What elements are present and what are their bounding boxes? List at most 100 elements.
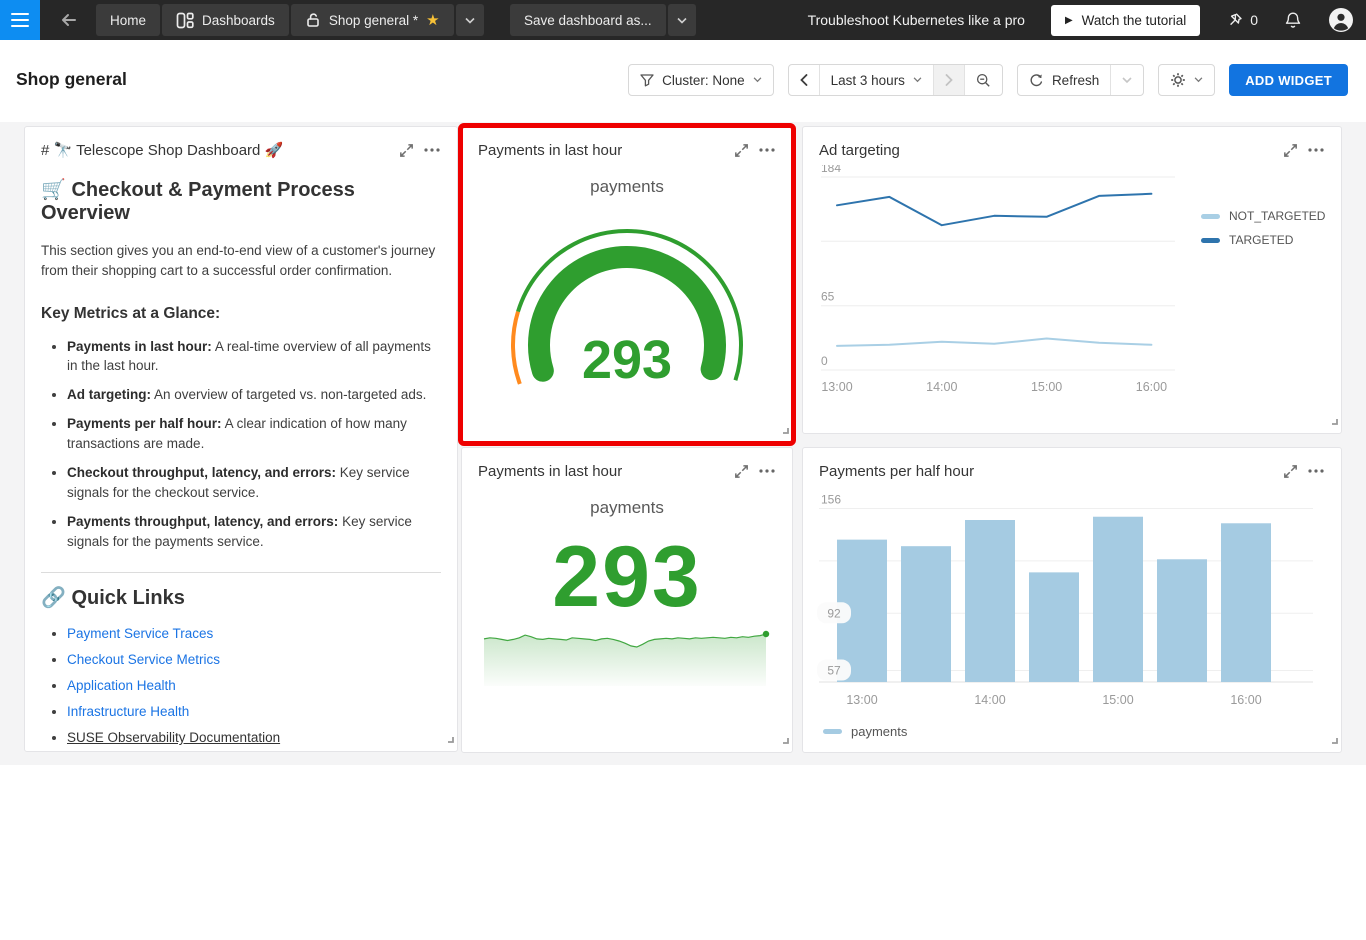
- page-title: Shop general: [16, 69, 127, 89]
- legend-label: TARGETED: [1229, 233, 1294, 247]
- widget-header: Ad targeting: [803, 127, 1341, 165]
- gauge-svg: 293: [511, 229, 744, 390]
- chart-legend[interactable]: payments: [823, 724, 1341, 739]
- widget-menu-button[interactable]: [754, 460, 780, 482]
- expand-widget-button[interactable]: [393, 139, 419, 161]
- ellipsis-icon: [759, 469, 775, 473]
- time-range-control: Last 3 hours: [787, 64, 1003, 96]
- notifications-button[interactable]: [1284, 11, 1302, 30]
- save-dashboard-as-button[interactable]: Save dashboard as...: [510, 4, 666, 36]
- tab-dashboards-label: Dashboards: [202, 12, 275, 28]
- watch-tutorial-button[interactable]: ▶ Watch the tutorial: [1050, 4, 1201, 36]
- pinned-items-button[interactable]: 0: [1226, 12, 1258, 29]
- chevron-left-icon: [799, 74, 808, 86]
- unlock-icon: [307, 13, 319, 27]
- link-infrastructure-health[interactable]: Infrastructure Health: [67, 704, 190, 720]
- time-forward-button[interactable]: [932, 65, 964, 95]
- hamburger-icon: [11, 12, 29, 16]
- tab-options-chevron[interactable]: [455, 4, 484, 36]
- tab-home-label: Home: [110, 12, 147, 28]
- save-dashboard-as-label: Save dashboard as...: [524, 12, 652, 28]
- expand-widget-button[interactable]: [1277, 139, 1303, 161]
- svg-text:15:00: 15:00: [1102, 693, 1133, 707]
- link-application-health[interactable]: Application Health: [67, 678, 176, 694]
- nav-tabs: Home Dashboards Shop general * ★: [96, 4, 484, 36]
- markdown-content: 🛒 Checkout & Payment Process Overview Th…: [25, 177, 457, 745]
- gear-icon: [1171, 73, 1186, 87]
- widget-menu-button[interactable]: [419, 139, 445, 161]
- widget-title: Payments in last hour: [478, 141, 623, 159]
- link-payment-service-traces[interactable]: Payment Service Traces: [67, 626, 214, 642]
- back-button[interactable]: [52, 4, 86, 36]
- add-widget-button[interactable]: ADD WIDGET: [1229, 64, 1348, 96]
- chevron-down-icon: [753, 77, 762, 83]
- quick-links-list: Payment Service Traces Checkout Service …: [41, 626, 441, 745]
- link-checkout-service-metrics[interactable]: Checkout Service Metrics: [67, 652, 221, 668]
- widget-menu-button[interactable]: [1303, 139, 1329, 161]
- svg-text:57: 57: [827, 664, 841, 678]
- metrics-list: Payments in last hour: A real-time overv…: [41, 337, 441, 553]
- widget-payments-gauge: Payments in last hour payments 293: [458, 123, 796, 446]
- refresh-options-chevron[interactable]: [1110, 65, 1143, 95]
- tab-home[interactable]: Home: [96, 4, 161, 36]
- dashboard-settings-button[interactable]: [1159, 65, 1214, 95]
- list-item: Payments throughput, latency, and errors…: [67, 512, 441, 552]
- time-back-button[interactable]: [789, 65, 819, 95]
- list-item: Application Health: [67, 678, 441, 693]
- expand-widget-button[interactable]: [728, 460, 754, 482]
- number-metric-label: payments: [590, 498, 664, 517]
- time-range-dropdown[interactable]: Last 3 hours: [818, 65, 933, 95]
- ellipsis-icon: [759, 148, 775, 152]
- chevron-down-icon: [1122, 76, 1132, 83]
- gauge-metric-label: payments: [590, 177, 664, 196]
- resize-grip[interactable]: [444, 730, 454, 748]
- tab-dashboards[interactable]: Dashboards: [162, 4, 289, 36]
- time-zoom-out-button[interactable]: [963, 65, 1002, 95]
- expand-widget-button[interactable]: [1277, 460, 1303, 482]
- cluster-filter-button[interactable]: Cluster: None: [629, 65, 773, 95]
- legend-item[interactable]: NOT_TARGETED: [1201, 209, 1325, 223]
- metric-value: 293: [552, 529, 702, 625]
- resize-grip[interactable]: [779, 421, 789, 439]
- sparkline-chart: [462, 626, 792, 686]
- list-item: Checkout throughput, latency, and errors…: [67, 463, 441, 503]
- expand-widget-button[interactable]: [728, 139, 754, 161]
- expand-icon: [734, 143, 748, 157]
- list-item: Infrastructure Health: [67, 704, 441, 719]
- favorite-star-icon[interactable]: ★: [426, 11, 440, 29]
- user-avatar[interactable]: [1328, 7, 1354, 33]
- widget-markdown: # 🔭 Telescope Shop Dashboard 🚀 🛒 Checkou…: [24, 126, 458, 752]
- list-item: Ad targeting: An overview of targeted vs…: [67, 385, 441, 405]
- refresh-icon: [1030, 73, 1043, 86]
- save-dashboard-chevron[interactable]: [667, 4, 696, 36]
- sparkline-svg: [483, 630, 770, 686]
- gauge-chart: 293: [462, 205, 792, 410]
- line-chart-svg: 184 65 0 13:00 14:00 15:00 16:00: [821, 165, 1175, 394]
- promo-text: Troubleshoot Kubernetes like a pro: [807, 12, 1025, 28]
- legend-item[interactable]: TARGETED: [1201, 233, 1325, 247]
- svg-text:0: 0: [821, 354, 828, 368]
- resize-grip[interactable]: [779, 731, 789, 749]
- widget-menu-button[interactable]: [1303, 460, 1329, 482]
- refresh-button[interactable]: Refresh: [1018, 65, 1110, 95]
- back-arrow-icon: [62, 14, 76, 26]
- hamburger-menu-button[interactable]: [0, 0, 40, 40]
- tab-shop-general-label: Shop general *: [328, 12, 419, 28]
- list-item: Payments in last hour: A real-time overv…: [67, 337, 441, 377]
- time-range-label: Last 3 hours: [830, 72, 905, 88]
- widget-title: Payments per half hour: [819, 462, 975, 480]
- quick-links-heading: 🔗 Quick Links: [41, 587, 185, 610]
- refresh-label: Refresh: [1051, 72, 1100, 88]
- link-suse-observability-docs[interactable]: SUSE Observability Documentation: [67, 730, 281, 746]
- line-chart-area: 184 65 0 13:00 14:00 15:00 16:00 NOT_TARGETED …: [803, 165, 1341, 415]
- widget-header: Payments in last hour: [462, 127, 792, 165]
- tab-shop-general[interactable]: Shop general * ★: [290, 4, 454, 36]
- divider: [41, 572, 441, 574]
- intro-paragraph: This section gives you an end-to-end vie…: [41, 243, 436, 279]
- ellipsis-icon: [424, 148, 440, 152]
- svg-text:65: 65: [821, 290, 835, 304]
- resize-grip[interactable]: [1328, 412, 1338, 430]
- resize-grip[interactable]: [1328, 731, 1338, 749]
- list-item: SUSE Observability Documentation: [67, 730, 441, 745]
- widget-menu-button[interactable]: [754, 139, 780, 161]
